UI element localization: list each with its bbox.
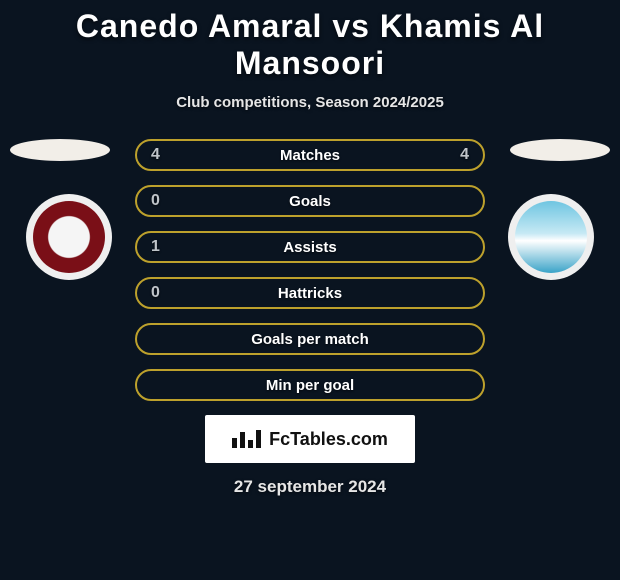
stat-label: Min per goal <box>266 377 354 394</box>
stat-row-matches: 4 Matches 4 <box>135 139 485 171</box>
player-avatar-right <box>510 139 610 161</box>
stat-right-value: 4 <box>460 146 469 164</box>
brand-bars-icon <box>232 430 261 448</box>
page-title: Canedo Amaral vs Khamis Al Mansoori <box>0 0 620 82</box>
stat-label: Matches <box>280 147 340 164</box>
page-subtitle: Club competitions, Season 2024/2025 <box>0 94 620 111</box>
stat-row-goals-per-match: Goals per match <box>135 323 485 355</box>
stat-left-value: 0 <box>151 192 160 210</box>
stat-label: Assists <box>283 239 336 256</box>
stat-row-assists: 1 Assists <box>135 231 485 263</box>
stats-rows: 4 Matches 4 0 Goals 1 Assists 0 Hattrick… <box>135 139 485 401</box>
stat-label: Goals <box>289 193 331 210</box>
comparison-panel: 4 Matches 4 0 Goals 1 Assists 0 Hattrick… <box>0 139 620 497</box>
stat-left-value: 0 <box>151 284 160 302</box>
brand-logo: FcTables.com <box>205 415 415 463</box>
footer-date: 27 september 2024 <box>0 477 620 497</box>
player-avatar-left <box>10 139 110 161</box>
brand-text: FcTables.com <box>269 429 388 450</box>
stat-label: Goals per match <box>251 331 369 348</box>
stat-row-goals: 0 Goals <box>135 185 485 217</box>
stat-row-min-per-goal: Min per goal <box>135 369 485 401</box>
club-badge-right-icon <box>515 201 587 273</box>
stat-left-value: 4 <box>151 146 160 164</box>
stat-left-value: 1 <box>151 238 160 256</box>
stat-label: Hattricks <box>278 285 342 302</box>
stat-row-hattricks: 0 Hattricks <box>135 277 485 309</box>
club-logo-left <box>26 194 112 280</box>
club-badge-left-icon <box>33 201 105 273</box>
club-logo-right <box>508 194 594 280</box>
